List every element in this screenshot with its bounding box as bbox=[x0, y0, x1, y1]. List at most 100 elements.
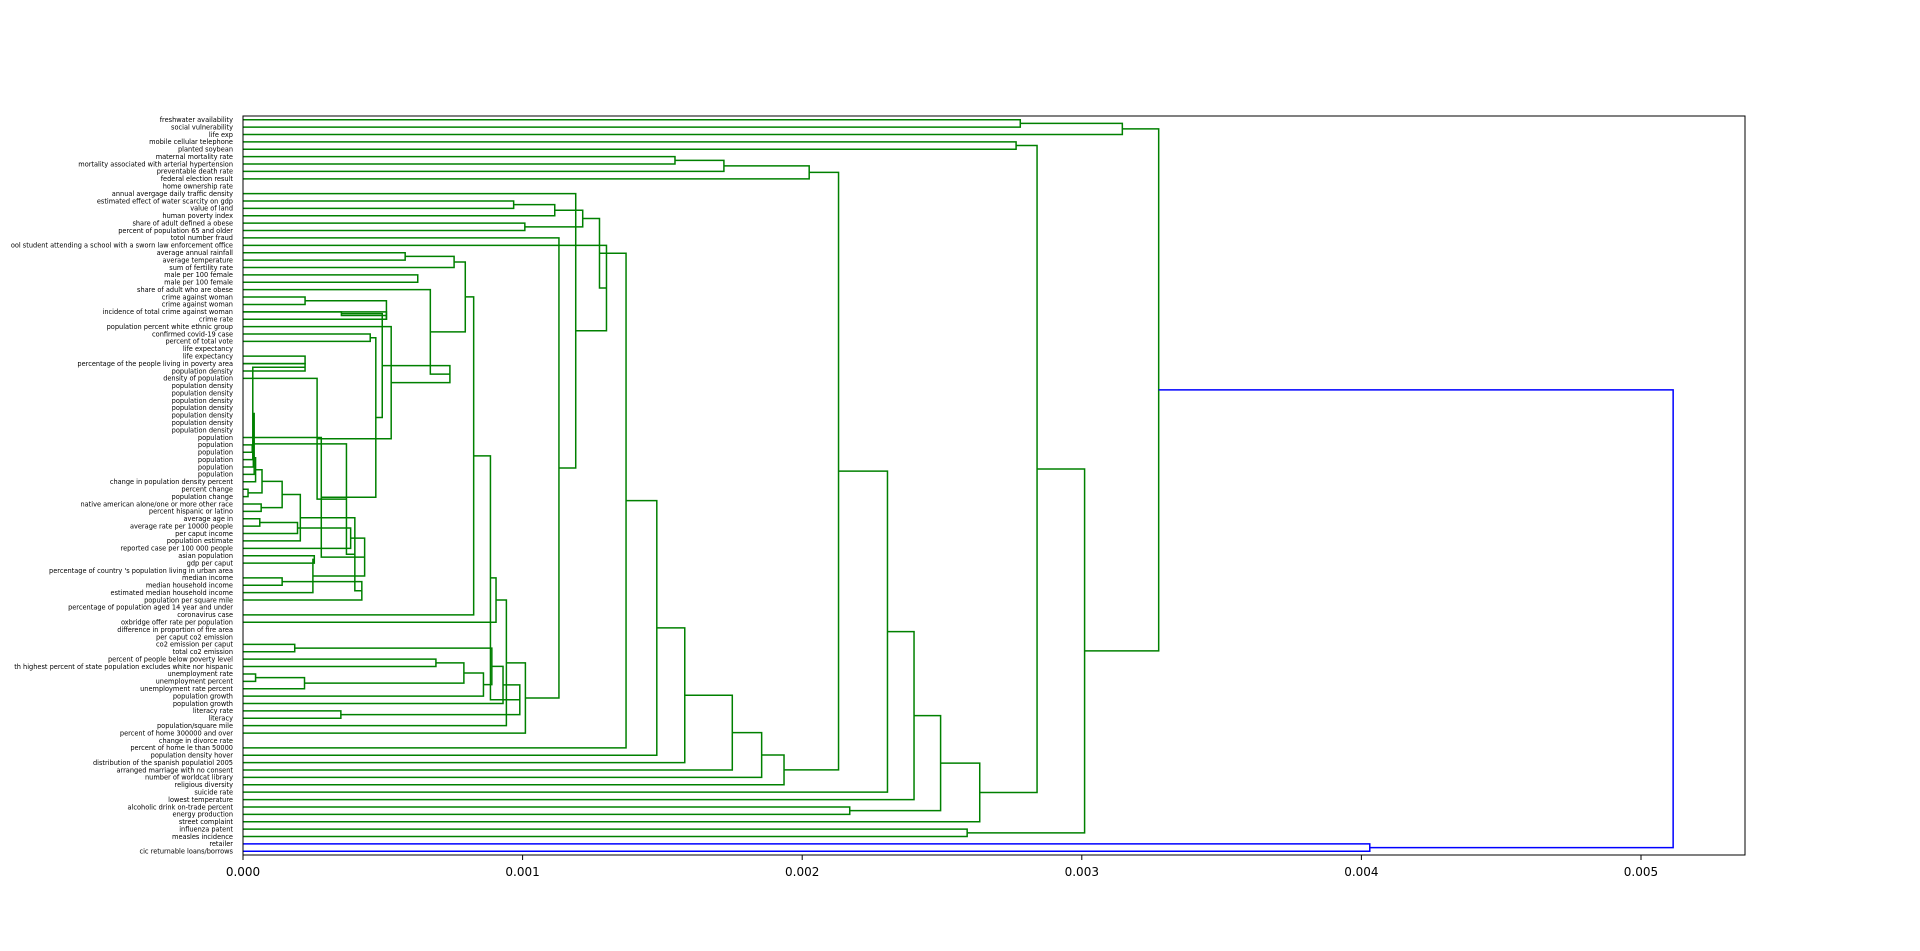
leaf-label: mobile cellular telephone bbox=[149, 138, 233, 146]
dendrogram-link bbox=[524, 209, 584, 228]
dendrogram-link bbox=[243, 251, 406, 261]
leaf-label: percent of total vote bbox=[165, 338, 233, 346]
dendrogram-link bbox=[243, 843, 1371, 853]
dendrogram-link bbox=[243, 676, 306, 690]
leaf-label: percent of population 65 and older bbox=[118, 227, 233, 235]
leaf-label: percent change bbox=[181, 485, 233, 493]
leaf-label: unemployment rate bbox=[167, 670, 233, 678]
leaf-label: co2 emission per caput bbox=[156, 641, 233, 649]
dendrogram-link bbox=[243, 518, 261, 527]
leaf-label: estimated effect of water scarcity on gd… bbox=[97, 197, 233, 205]
dendrogram-link bbox=[243, 673, 257, 683]
dendrogram-link bbox=[243, 577, 283, 587]
dendrogram-link bbox=[243, 355, 306, 365]
leaf-label: unemployment rate percent bbox=[140, 685, 233, 693]
leaf-label: density of population bbox=[163, 375, 233, 383]
leaf-label: percentage of country 's population livi… bbox=[49, 567, 233, 575]
dendrogram-link bbox=[243, 503, 262, 513]
leaf-label: maternal mortality rate bbox=[156, 153, 233, 161]
leaf-label: totol number fraud bbox=[171, 234, 233, 242]
leaf-label: value of land bbox=[190, 205, 233, 213]
leaf-label: crime rate bbox=[199, 316, 233, 324]
dendrogram-link bbox=[430, 261, 467, 333]
dendrogram-link bbox=[243, 577, 497, 623]
leaf-label: population density bbox=[172, 397, 233, 405]
leaf-label: percentage of the people living in pover… bbox=[77, 360, 233, 368]
leaf-label: percent hispanic or latino bbox=[149, 508, 233, 516]
dendrogram-link bbox=[243, 159, 725, 173]
leaf-label: population bbox=[198, 463, 233, 471]
leaf-label: native american alone/one or more other … bbox=[80, 500, 233, 508]
leaf-label: population per square mile bbox=[144, 596, 233, 604]
dendrogram-link bbox=[243, 237, 560, 699]
leaf-label: number of worldcat library bbox=[145, 774, 233, 782]
x-tick-label: 0.001 bbox=[505, 865, 539, 879]
leaf-label: population estimate bbox=[167, 537, 233, 545]
dendrogram-link bbox=[261, 480, 283, 509]
dendrogram-link bbox=[243, 255, 455, 269]
dendrogram-link bbox=[784, 171, 840, 771]
dendrogram-link bbox=[243, 252, 627, 749]
leaf-label: life expectancy bbox=[183, 352, 233, 360]
dendrogram-link bbox=[243, 447, 255, 468]
leaf-label: average rate per 10000 people bbox=[130, 522, 233, 530]
leaf-label: unemployment percent bbox=[156, 678, 234, 686]
dendrogram-link bbox=[979, 144, 1038, 794]
leaf-label: sum of fertility rate bbox=[169, 264, 233, 272]
leaf-label: population bbox=[198, 456, 233, 464]
dendrogram-link bbox=[243, 806, 851, 816]
dendrogram-link bbox=[243, 488, 249, 498]
leaf-label: planted soybean bbox=[178, 146, 233, 154]
leaf-label: population percent white ethnic group bbox=[107, 323, 233, 331]
leaf-label: population bbox=[198, 434, 233, 442]
leaf-label: cic returnable loans/borrows bbox=[139, 848, 233, 856]
leaf-label: population growth bbox=[173, 692, 233, 700]
dendrogram-link bbox=[243, 155, 676, 165]
dendrogram-link bbox=[243, 203, 556, 217]
leaf-label: population bbox=[198, 449, 233, 457]
dendrogram-link bbox=[243, 244, 608, 332]
leaf-label: preventable death rate bbox=[157, 168, 233, 176]
leaf-label: population density bbox=[172, 367, 233, 375]
leaf-label: asian population bbox=[178, 552, 233, 560]
dendrogram-link bbox=[243, 333, 371, 343]
dendrogram-link bbox=[1084, 128, 1160, 652]
leaf-label: energy production bbox=[173, 811, 233, 819]
dendrogram-link bbox=[243, 274, 419, 284]
leaf-label: share of adult defined a obese bbox=[132, 219, 233, 227]
leaf-label: population density bbox=[172, 404, 233, 412]
leaf-label: arranged marriage with no consent bbox=[116, 766, 233, 774]
dendrogram-link bbox=[243, 222, 526, 232]
leaf-label: crime against woman bbox=[162, 293, 233, 301]
x-tick-label: 0.002 bbox=[785, 865, 819, 879]
leaf-label: male per 100 female bbox=[164, 279, 233, 287]
leaf-label: human poverty index bbox=[162, 212, 233, 220]
leaf-label: th highest percent of state population e… bbox=[14, 663, 233, 671]
dendrogram-link bbox=[243, 296, 306, 306]
leaf-label: total co2 emission bbox=[173, 648, 233, 656]
leaf-label: suicide rate bbox=[194, 788, 233, 796]
dendrogram-link bbox=[473, 455, 520, 701]
leaf-label: median income bbox=[182, 574, 233, 582]
x-tick-label: 0.003 bbox=[1065, 865, 1099, 879]
leaf-label: percent of home 300000 and over bbox=[120, 729, 233, 737]
leaf-label: population/square mile bbox=[157, 722, 233, 730]
leaf-label: religious diversity bbox=[175, 781, 234, 789]
dendrogram-link bbox=[243, 828, 968, 838]
leaf-label: literacy rate bbox=[193, 707, 233, 715]
dendrogram-link bbox=[243, 300, 388, 320]
leaf-label: ool student attending a school with a sw… bbox=[11, 242, 233, 250]
x-tick-label: 0.004 bbox=[1344, 865, 1378, 879]
dendrogram-link bbox=[304, 662, 465, 684]
dendrogram-links bbox=[243, 118, 1674, 853]
leaf-label: distribution of the spanish populatiol 2… bbox=[93, 759, 233, 767]
leaf-label: federal election result bbox=[161, 175, 234, 183]
leaf-label: oxbridge offer rate per population bbox=[121, 619, 233, 627]
dendrogram-link bbox=[243, 658, 437, 668]
leaf-label: incidence of total crime against woman bbox=[102, 308, 233, 316]
leaf-label: population growth bbox=[173, 700, 233, 708]
leaf-label: gdp per caput bbox=[187, 559, 234, 567]
dendrogram-link bbox=[340, 684, 521, 716]
dendrogram-link bbox=[243, 672, 485, 697]
